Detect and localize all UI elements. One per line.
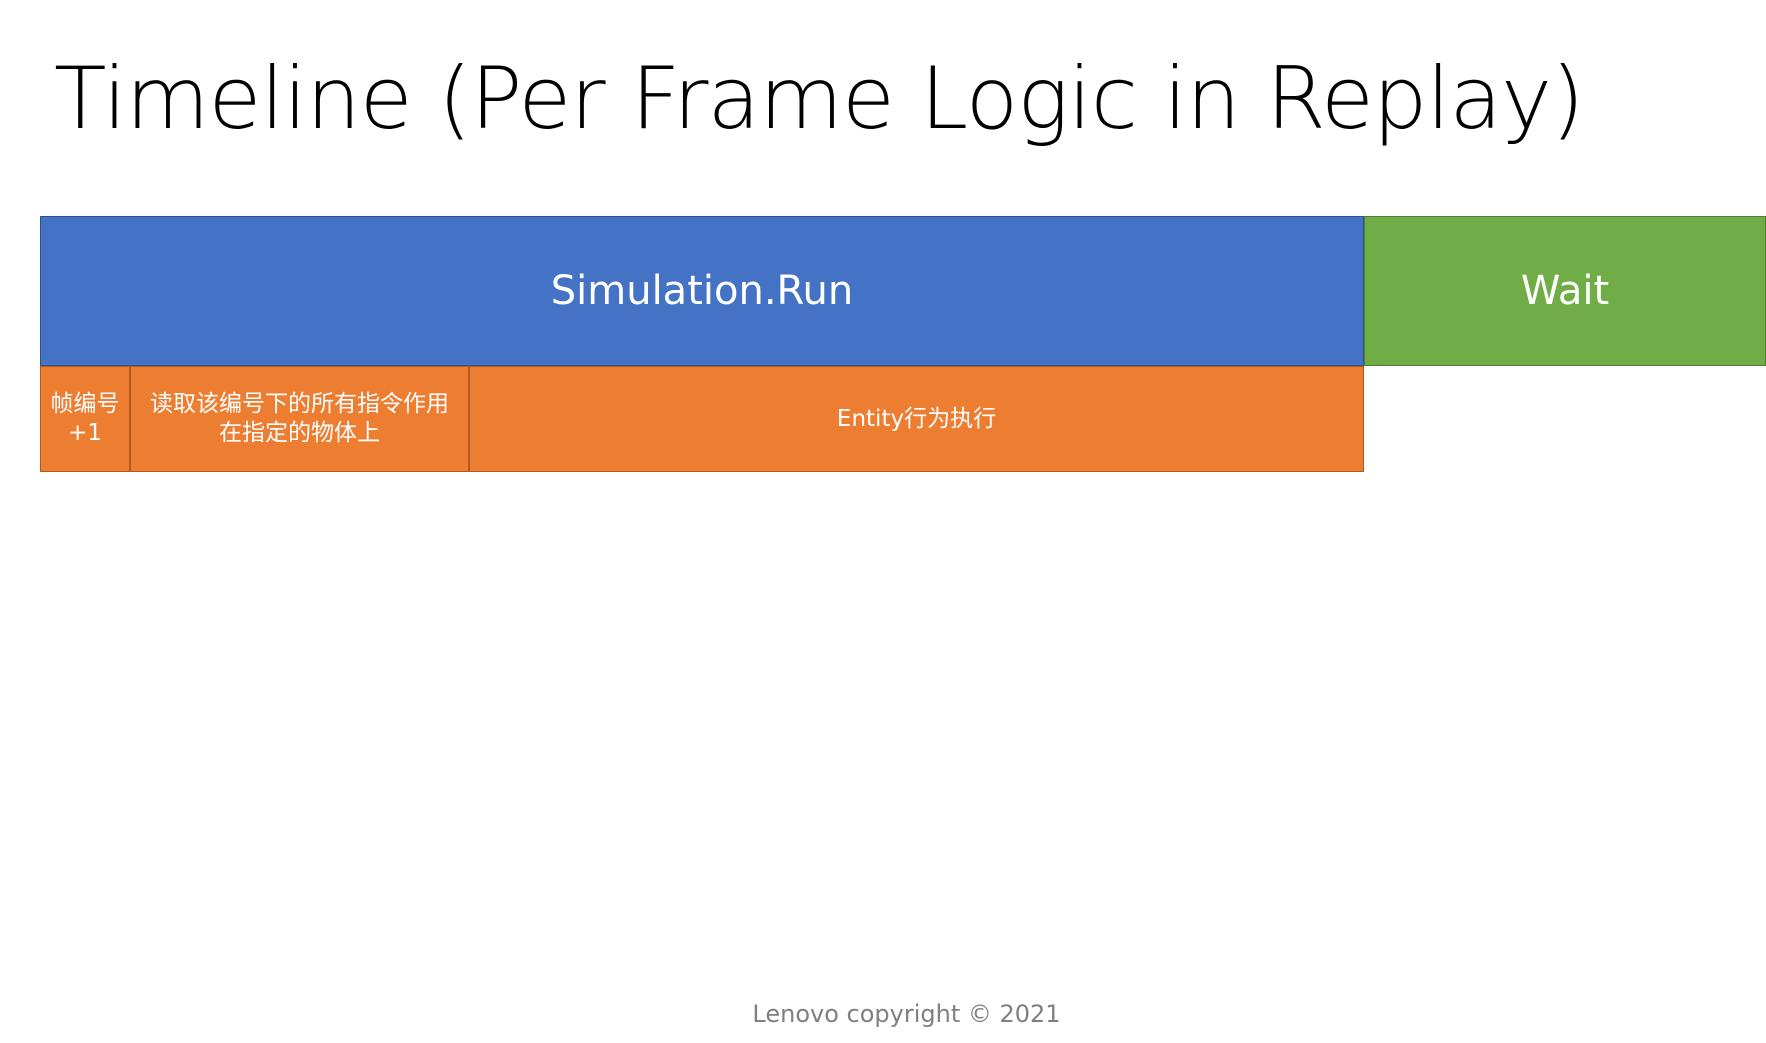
wait-label: Wait: [1521, 268, 1609, 314]
simulation-run-label: Simulation.Run: [551, 268, 853, 314]
step-entity-execute: Entity行为执行: [469, 366, 1364, 472]
copyright-footer: Lenovo copyright © 2021: [0, 1000, 1766, 1028]
step-frame-increment-label: 帧编号+1: [49, 390, 121, 448]
step-read-commands: 读取该编号下的所有指令作用在指定的物体上: [130, 366, 469, 472]
simulation-run-block: Simulation.Run: [40, 216, 1364, 366]
step-frame-increment: 帧编号+1: [40, 366, 130, 472]
step-read-commands-label: 读取该编号下的所有指令作用在指定的物体上: [139, 390, 460, 448]
wait-block: Wait: [1364, 216, 1766, 366]
step-entity-execute-label: Entity行为执行: [837, 405, 996, 434]
slide-title: Timeline (Per Frame Logic in Replay): [54, 52, 1584, 147]
